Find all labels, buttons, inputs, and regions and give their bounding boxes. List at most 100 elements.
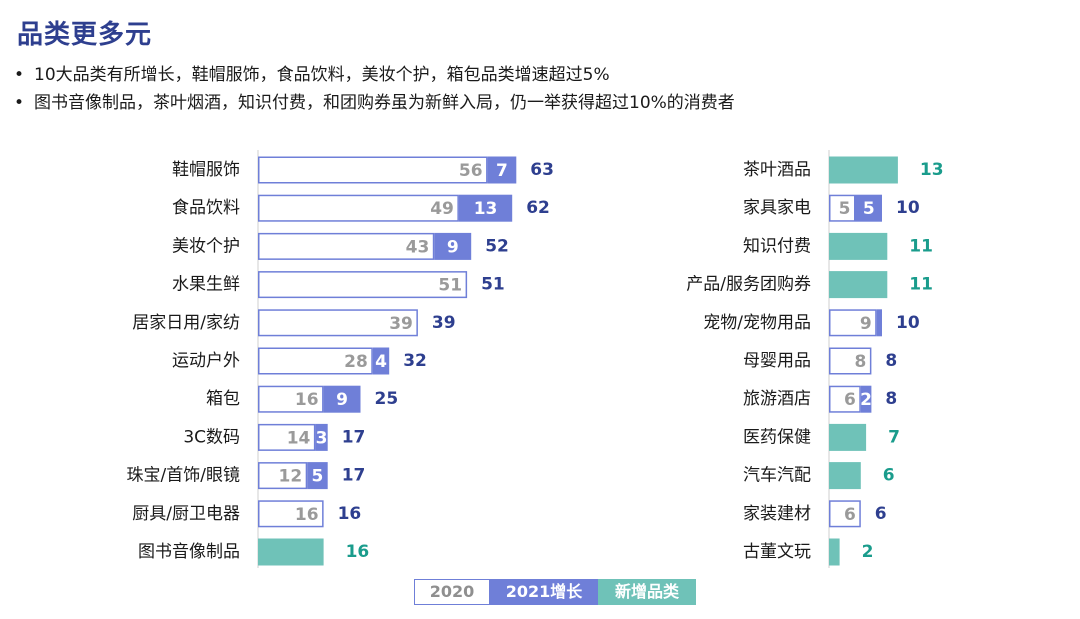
category-label: 医药保健 [743,427,811,447]
total-label: 17 [342,466,366,486]
bar-new-category [829,423,867,451]
category-label: 图书音像制品 [138,542,240,562]
growth-label: 5 [312,467,324,487]
bar-growth [315,423,328,451]
growth-label: 13 [474,199,498,219]
growth-label: 5 [863,199,875,219]
bar-2020 [258,232,435,260]
category-label: 箱包 [206,389,240,409]
total-label: 6 [875,504,887,524]
bar-new-category [829,156,898,184]
total-label: 32 [403,351,427,371]
total-label: 7 [888,427,900,447]
total-label: 11 [909,275,933,295]
category-label: 家具家电 [743,198,811,218]
category-label: 知识付费 [743,236,811,256]
value-2020-label: 16 [295,390,319,410]
bar-new-category [829,271,888,299]
category-label: 汽车汽配 [743,466,811,486]
total-label: 62 [526,198,550,218]
value-2020-label: 16 [295,505,319,525]
legend-2020: 2020 [414,579,490,605]
bar-2020 [829,194,856,222]
bar-growth [876,309,882,337]
growth-label: 2 [860,390,872,410]
value-2020-label: 5 [839,199,851,219]
bar-new-category [829,232,888,260]
bar-2020 [258,309,418,337]
total-label: 51 [481,275,505,295]
category-label: 宠物/宠物用品 [703,313,811,333]
bar-new-category [258,538,324,566]
total-label: 25 [375,389,399,409]
value-2020-label: 9 [860,314,872,334]
total-label: 17 [342,427,366,447]
category-label: 茶叶酒品 [743,160,811,180]
category-label: 运动户外 [172,351,240,371]
bullet-text: 10大品类有所增长，鞋帽服饰，食品饮料，美妆个护，箱包品类增速超过5% [34,65,610,85]
bar-2020 [829,347,872,375]
value-2020-label: 12 [279,467,303,487]
bar-growth [434,232,472,260]
total-label: 8 [885,351,897,371]
total-label: 39 [432,313,456,333]
total-label: 2 [862,542,874,562]
bar-new-category [829,462,861,490]
bar-growth [307,462,328,490]
bar-2020 [258,462,308,490]
category-label: 家装建材 [743,504,811,524]
category-label: 3C数码 [183,427,240,447]
bar-2020 [258,385,324,413]
bar-growth [860,385,872,413]
value-2020-label: 6 [844,390,856,410]
value-2020-label: 39 [389,314,413,334]
category-label: 美妆个护 [172,236,240,256]
category-label: 居家日用/家纺 [132,313,240,333]
total-label: 16 [338,504,362,524]
growth-label: 4 [375,352,387,372]
total-label: 10 [896,198,920,218]
value-2020-label: 14 [287,428,311,448]
category-label: 鞋帽服饰 [172,160,240,180]
value-2020-label: 43 [406,237,430,257]
growth-label: 7 [496,161,508,181]
category-label: 食品饮料 [172,198,240,218]
bar-2020 [258,194,459,222]
legend-new-category: 新增品类 [598,579,696,605]
total-label: 8 [885,389,897,409]
value-2020-label: 56 [459,161,483,181]
bar-2020 [258,423,316,451]
bar-2020 [258,500,324,528]
bullet-item: • 10大品类有所增长，鞋帽服饰，食品饮料，美妆个护，箱包品类增速超过5% [14,65,610,85]
bar-2020 [829,385,861,413]
total-label: 63 [530,160,554,180]
bullet-item: • 图书音像制品，茶叶烟酒，知识付费，和团购券虽为新鲜入局，仍一举获得超过10%的… [14,93,735,113]
value-2020-label: 6 [844,505,856,525]
bar-2020 [258,347,373,375]
total-label: 16 [346,542,370,562]
bar-growth [372,347,390,375]
bar-2020 [829,500,861,528]
growth-label: 9 [336,390,348,410]
total-label: 10 [896,313,920,333]
bar-new-category [829,538,840,566]
category-label: 厨具/厨卫电器 [132,504,240,524]
bar-growth [487,156,517,184]
category-label: 产品/服务团购券 [686,275,811,295]
page-title: 品类更多元 [17,20,153,50]
value-2020-label: 49 [430,199,454,219]
value-2020-label: 51 [438,276,462,296]
category-label: 旅游酒店 [743,389,811,409]
bar-growth [855,194,882,222]
bar-growth [323,385,361,413]
category-label: 母婴用品 [743,351,811,371]
growth-label: 3 [316,428,328,448]
total-label: 52 [485,236,509,256]
bar-growth [458,194,513,222]
total-label: 13 [920,160,944,180]
chart-legend: 2020 2021增长 新增品类 [414,579,696,605]
value-2020-label: 28 [344,352,368,372]
bullet-list: • 10大品类有所增长，鞋帽服饰，食品饮料，美妆个护，箱包品类增速超过5% • 图书… [14,64,735,120]
category-label: 珠宝/首饰/眼镜 [127,466,240,486]
